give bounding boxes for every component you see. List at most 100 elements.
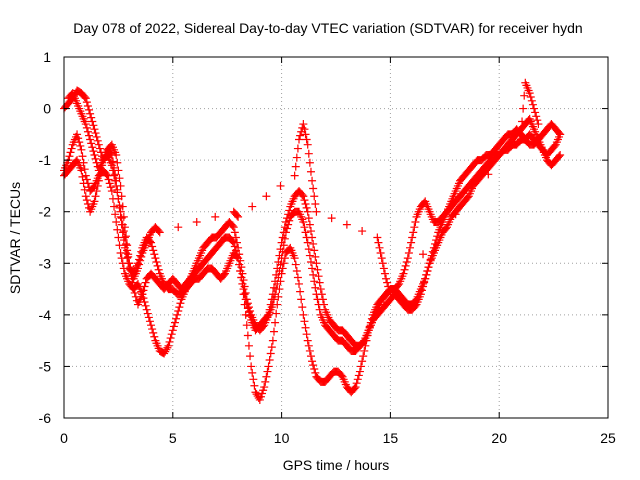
data-point: [359, 352, 368, 361]
data-point: [232, 211, 241, 220]
data-point: [80, 92, 89, 101]
y-tick-label: 0: [43, 101, 51, 117]
data-point: [95, 171, 104, 180]
data-point: [300, 317, 309, 326]
data-point: [237, 263, 246, 272]
data-point: [81, 120, 90, 129]
data-point: [303, 140, 312, 149]
data-point: [419, 250, 428, 259]
data-point: [352, 379, 361, 388]
data-point: [262, 372, 271, 381]
data-point: [91, 129, 100, 138]
data-point: [140, 297, 149, 306]
data-point: [144, 313, 153, 322]
data-point: [302, 330, 311, 339]
data-point: [373, 233, 382, 242]
data-point: [309, 270, 318, 279]
data-point: [312, 207, 321, 216]
data-point: [268, 336, 277, 345]
data-point: [74, 134, 83, 143]
data-point: [376, 248, 385, 257]
data-point: [351, 383, 360, 392]
data-point: [306, 227, 315, 236]
data-point: [113, 225, 122, 234]
data-point: [525, 89, 534, 98]
data-point: [267, 295, 276, 304]
data-point: [399, 269, 408, 278]
data-point: [303, 336, 312, 345]
data-point: [250, 381, 259, 390]
data-point: [247, 362, 256, 371]
data-point: [246, 352, 255, 361]
data-point: [520, 91, 529, 100]
data-point: [423, 267, 432, 276]
data-point: [297, 295, 306, 304]
data-point: [164, 341, 173, 350]
y-tick-label: -3: [39, 255, 52, 271]
data-point: [311, 368, 320, 377]
data-point: [145, 317, 154, 326]
data-point: [308, 233, 317, 242]
data-point: [150, 332, 159, 341]
data-point: [375, 243, 384, 252]
data-point: [266, 349, 275, 358]
data-point: [108, 157, 117, 166]
data-point: [315, 278, 324, 287]
data-point: [88, 117, 97, 126]
data-point: [301, 323, 310, 332]
data-point: [230, 228, 239, 237]
data-point: [308, 176, 317, 185]
data-point: [80, 185, 89, 194]
data-point: [241, 288, 250, 297]
data-point: [89, 121, 98, 130]
data-point: [299, 310, 308, 319]
data-point: [292, 153, 301, 162]
data-point: [269, 283, 278, 292]
y-tick-label: 1: [43, 49, 51, 65]
data-point: [242, 295, 251, 304]
data-point: [424, 263, 433, 272]
data-point: [268, 290, 277, 299]
data-point: [516, 130, 525, 139]
y-tick-label: -5: [39, 358, 52, 374]
data-point: [122, 232, 131, 241]
data-point: [342, 220, 351, 229]
data-point: [264, 362, 273, 371]
data-point: [276, 245, 285, 254]
x-tick-label: 25: [600, 430, 616, 446]
data-point: [304, 214, 313, 223]
data-point: [301, 228, 310, 237]
x-tick-label: 10: [274, 430, 290, 446]
data-point: [274, 292, 283, 301]
data-point: [264, 310, 273, 319]
data-point: [354, 371, 363, 380]
plot-frame: [63, 56, 609, 419]
data-point: [120, 223, 129, 232]
data-point: [274, 257, 283, 266]
data-point: [280, 254, 289, 263]
data-point: [302, 135, 311, 144]
data-point: [135, 260, 144, 269]
data-point: [93, 136, 102, 145]
data-point: [386, 290, 395, 299]
data-point: [154, 227, 163, 236]
data-point: [91, 154, 100, 163]
chart-title: Day 078 of 2022, Sidereal Day-to-day VTE…: [73, 20, 582, 36]
data-point: [90, 150, 99, 159]
data-point: [531, 108, 540, 117]
data-point: [91, 192, 100, 201]
data-point: [353, 375, 362, 384]
data-point: [148, 242, 157, 251]
data-point: [284, 210, 293, 219]
data-point: [138, 290, 147, 299]
data-point: [296, 287, 305, 296]
data-point: [311, 252, 320, 261]
data-point: [119, 212, 128, 221]
data-point: [115, 174, 124, 183]
data-series: [60, 78, 565, 404]
data-point: [383, 278, 392, 287]
data-point: [350, 384, 359, 393]
data-point: [421, 274, 430, 283]
data-point: [299, 192, 308, 201]
